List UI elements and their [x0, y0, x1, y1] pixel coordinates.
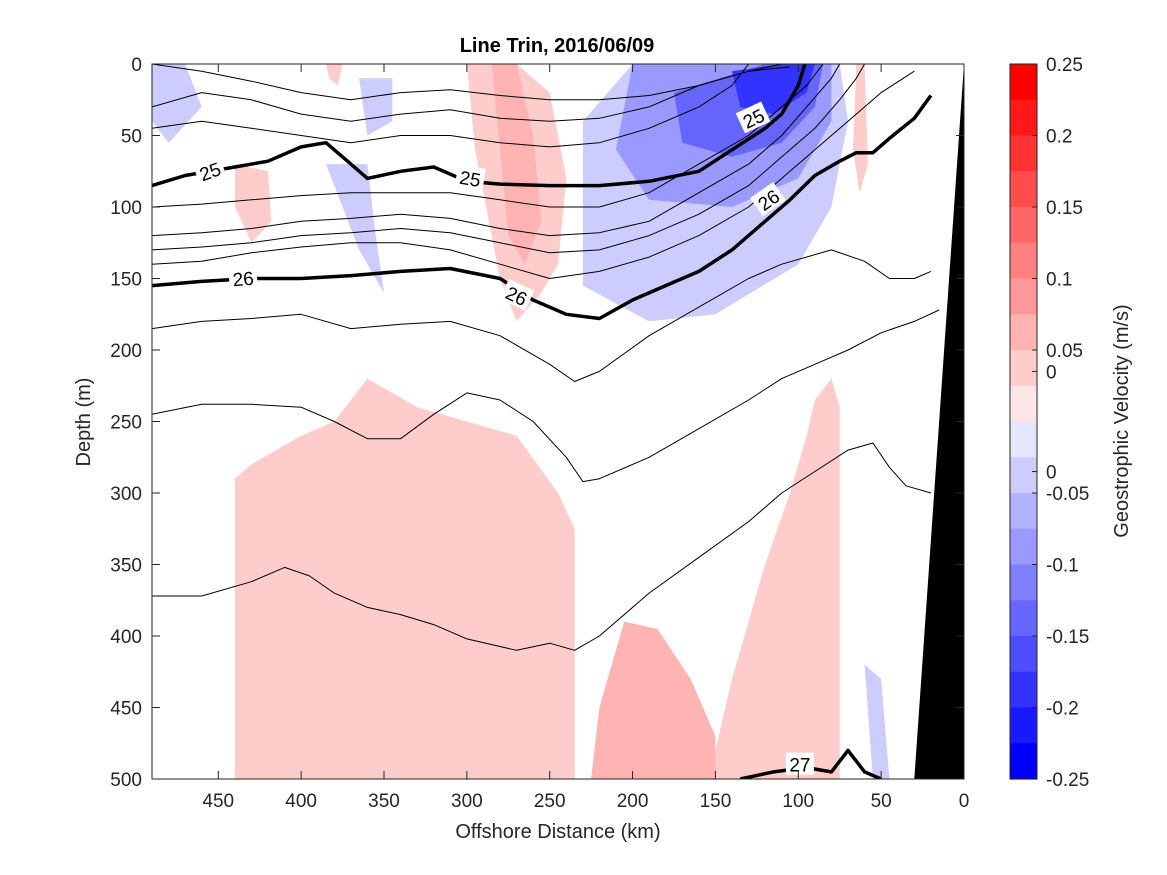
- seafloor: [914, 64, 964, 779]
- colorbar-bin: [1010, 314, 1037, 351]
- chart-title: Line Trin, 2016/06/09: [460, 35, 655, 57]
- y-axis: 0 50 100 150 200 250 300 350 400 450 500: [110, 55, 964, 791]
- y-tick-label: 0: [131, 55, 142, 76]
- y-tick-label: 150: [110, 270, 142, 291]
- svg-text:26: 26: [232, 269, 255, 292]
- y-tick-label: 50: [121, 127, 142, 148]
- colorbar-bin: [1010, 600, 1037, 637]
- velocity-field: [152, 64, 890, 779]
- x-axis: 450 400 350 300 250 200 150 100 50 0: [202, 64, 969, 812]
- colorbar-bin: [1010, 636, 1037, 673]
- x-tick-label: 200: [617, 791, 649, 812]
- velocity-patch-pos-top-small: [326, 64, 343, 86]
- isopycnal-line: [152, 309, 940, 483]
- colorbar-bin: [1010, 528, 1037, 566]
- colorbar-bin: [1010, 457, 1037, 494]
- colorbar-bin: [1010, 207, 1037, 244]
- colorbar-tick-label: 0: [1046, 463, 1057, 484]
- velocity-patch-pos-central: [466, 64, 542, 265]
- colorbar-bin: [1010, 99, 1037, 137]
- colorbar-tick-label: -0.05: [1046, 484, 1089, 505]
- velocity-patch-neg-upper-small: [359, 78, 393, 136]
- contour-label-27: 27: [785, 752, 814, 777]
- colorbar-bin: [1010, 242, 1037, 280]
- colorbar-bin: [1010, 493, 1037, 530]
- x-tick-label: 150: [700, 791, 732, 812]
- velocity-patch-pos-deep-broad-east: [665, 378, 840, 779]
- velocity-patch-pos-coastal-thin: [853, 64, 868, 193]
- y-tick-label: 300: [110, 484, 142, 505]
- svg-text:27: 27: [789, 756, 810, 777]
- velocity-patch-neg-deep-east: [864, 664, 890, 779]
- contour-label-26: 26: [228, 265, 258, 291]
- colorbar-tick-label: -0.2: [1046, 699, 1079, 720]
- y-tick-label: 350: [110, 556, 142, 577]
- y-tick-label: 400: [110, 627, 142, 648]
- x-tick-label: 250: [534, 791, 566, 812]
- colorbar-tick-label: 0.15: [1046, 198, 1083, 219]
- y-tick-label: 450: [110, 699, 142, 720]
- colorbar-bin: [1010, 350, 1037, 387]
- isopycnal-line: [152, 249, 932, 382]
- colorbar-tick-label: 0.25: [1046, 55, 1083, 76]
- velocity-patch-neg-offshore-top: [152, 64, 202, 143]
- contour-label-25: 25: [192, 155, 227, 186]
- isopycnal-line: [152, 64, 841, 237]
- isopycnal-line: [152, 64, 782, 122]
- isopycnal-27-line: [739, 748, 882, 779]
- colorbar-bin: [1010, 707, 1037, 744]
- isopycnal-line: [152, 64, 749, 148]
- contour-label-25: 25: [735, 101, 771, 134]
- colorbar-label: Geostrophic Velocity (m/s): [1111, 304, 1133, 537]
- y-tick-label: 200: [110, 341, 142, 362]
- x-tick-label: 450: [202, 791, 234, 812]
- y-axis-label: Depth (m): [73, 378, 95, 467]
- isopycnal-line: [152, 442, 932, 651]
- isopycnal-line: [152, 70, 915, 279]
- colorbar-bin: [1010, 564, 1037, 601]
- bathymetry: [914, 64, 964, 779]
- x-tick-label: 0: [959, 791, 970, 812]
- x-tick-label: 350: [368, 791, 400, 812]
- colorbar-bin: [1010, 385, 1037, 423]
- y-tick-label: 500: [110, 770, 142, 791]
- colorbar-bin: [1010, 171, 1037, 208]
- velocity-patch-pos-deep-core: [591, 621, 716, 779]
- velocity-patch-pos-offshore-upper: [234, 164, 272, 243]
- x-tick-label: 100: [782, 791, 814, 812]
- colorbar-tick-label: 0: [1046, 362, 1057, 383]
- x-axis-label: Offshore Distance (km): [455, 821, 660, 843]
- colorbar-tick-label: -0.15: [1046, 627, 1089, 648]
- isopycnal-line: [152, 64, 791, 101]
- colorbar-tick-label: -0.1: [1046, 556, 1079, 577]
- colorbar-bin: [1010, 135, 1037, 172]
- velocity-patch-neg-midwater: [326, 164, 384, 293]
- colorbar-tick-label: 0.05: [1046, 341, 1083, 362]
- colorbar-bin: [1010, 671, 1037, 709]
- colorbar-tick-label: 0.1: [1046, 270, 1072, 291]
- x-tick-label: 300: [451, 791, 483, 812]
- svg-text:25: 25: [458, 168, 482, 192]
- x-tick-label: 50: [871, 791, 892, 812]
- velocity-patch-pos-deep-west: [350, 607, 393, 779]
- y-tick-label: 250: [110, 413, 142, 434]
- isopycnal-26-line: [152, 94, 933, 321]
- colorbar-tick-label: -0.25: [1046, 770, 1089, 791]
- isopycnal-line: [152, 64, 866, 254]
- colorbar-bin: [1010, 421, 1037, 458]
- x-tick-label: 400: [285, 791, 317, 812]
- colorbar-frame: [1009, 63, 1038, 780]
- colorbar-bin: [1010, 278, 1037, 315]
- velocity-patch-neg-nearshore-jet: [732, 64, 815, 115]
- colorbar-tick-label: 0.2: [1046, 127, 1072, 148]
- y-tick-label: 100: [110, 198, 142, 219]
- colorbar: 0.250.20.150.10.0500-0.05-0.1-0.15-0.2-0…: [1009, 55, 1089, 791]
- contour-label-25: 25: [454, 164, 487, 192]
- colorbar-bin: [1010, 743, 1037, 780]
- colorbar-bin: [1010, 64, 1037, 101]
- velocity-patch-pos-deep-broad: [234, 378, 575, 779]
